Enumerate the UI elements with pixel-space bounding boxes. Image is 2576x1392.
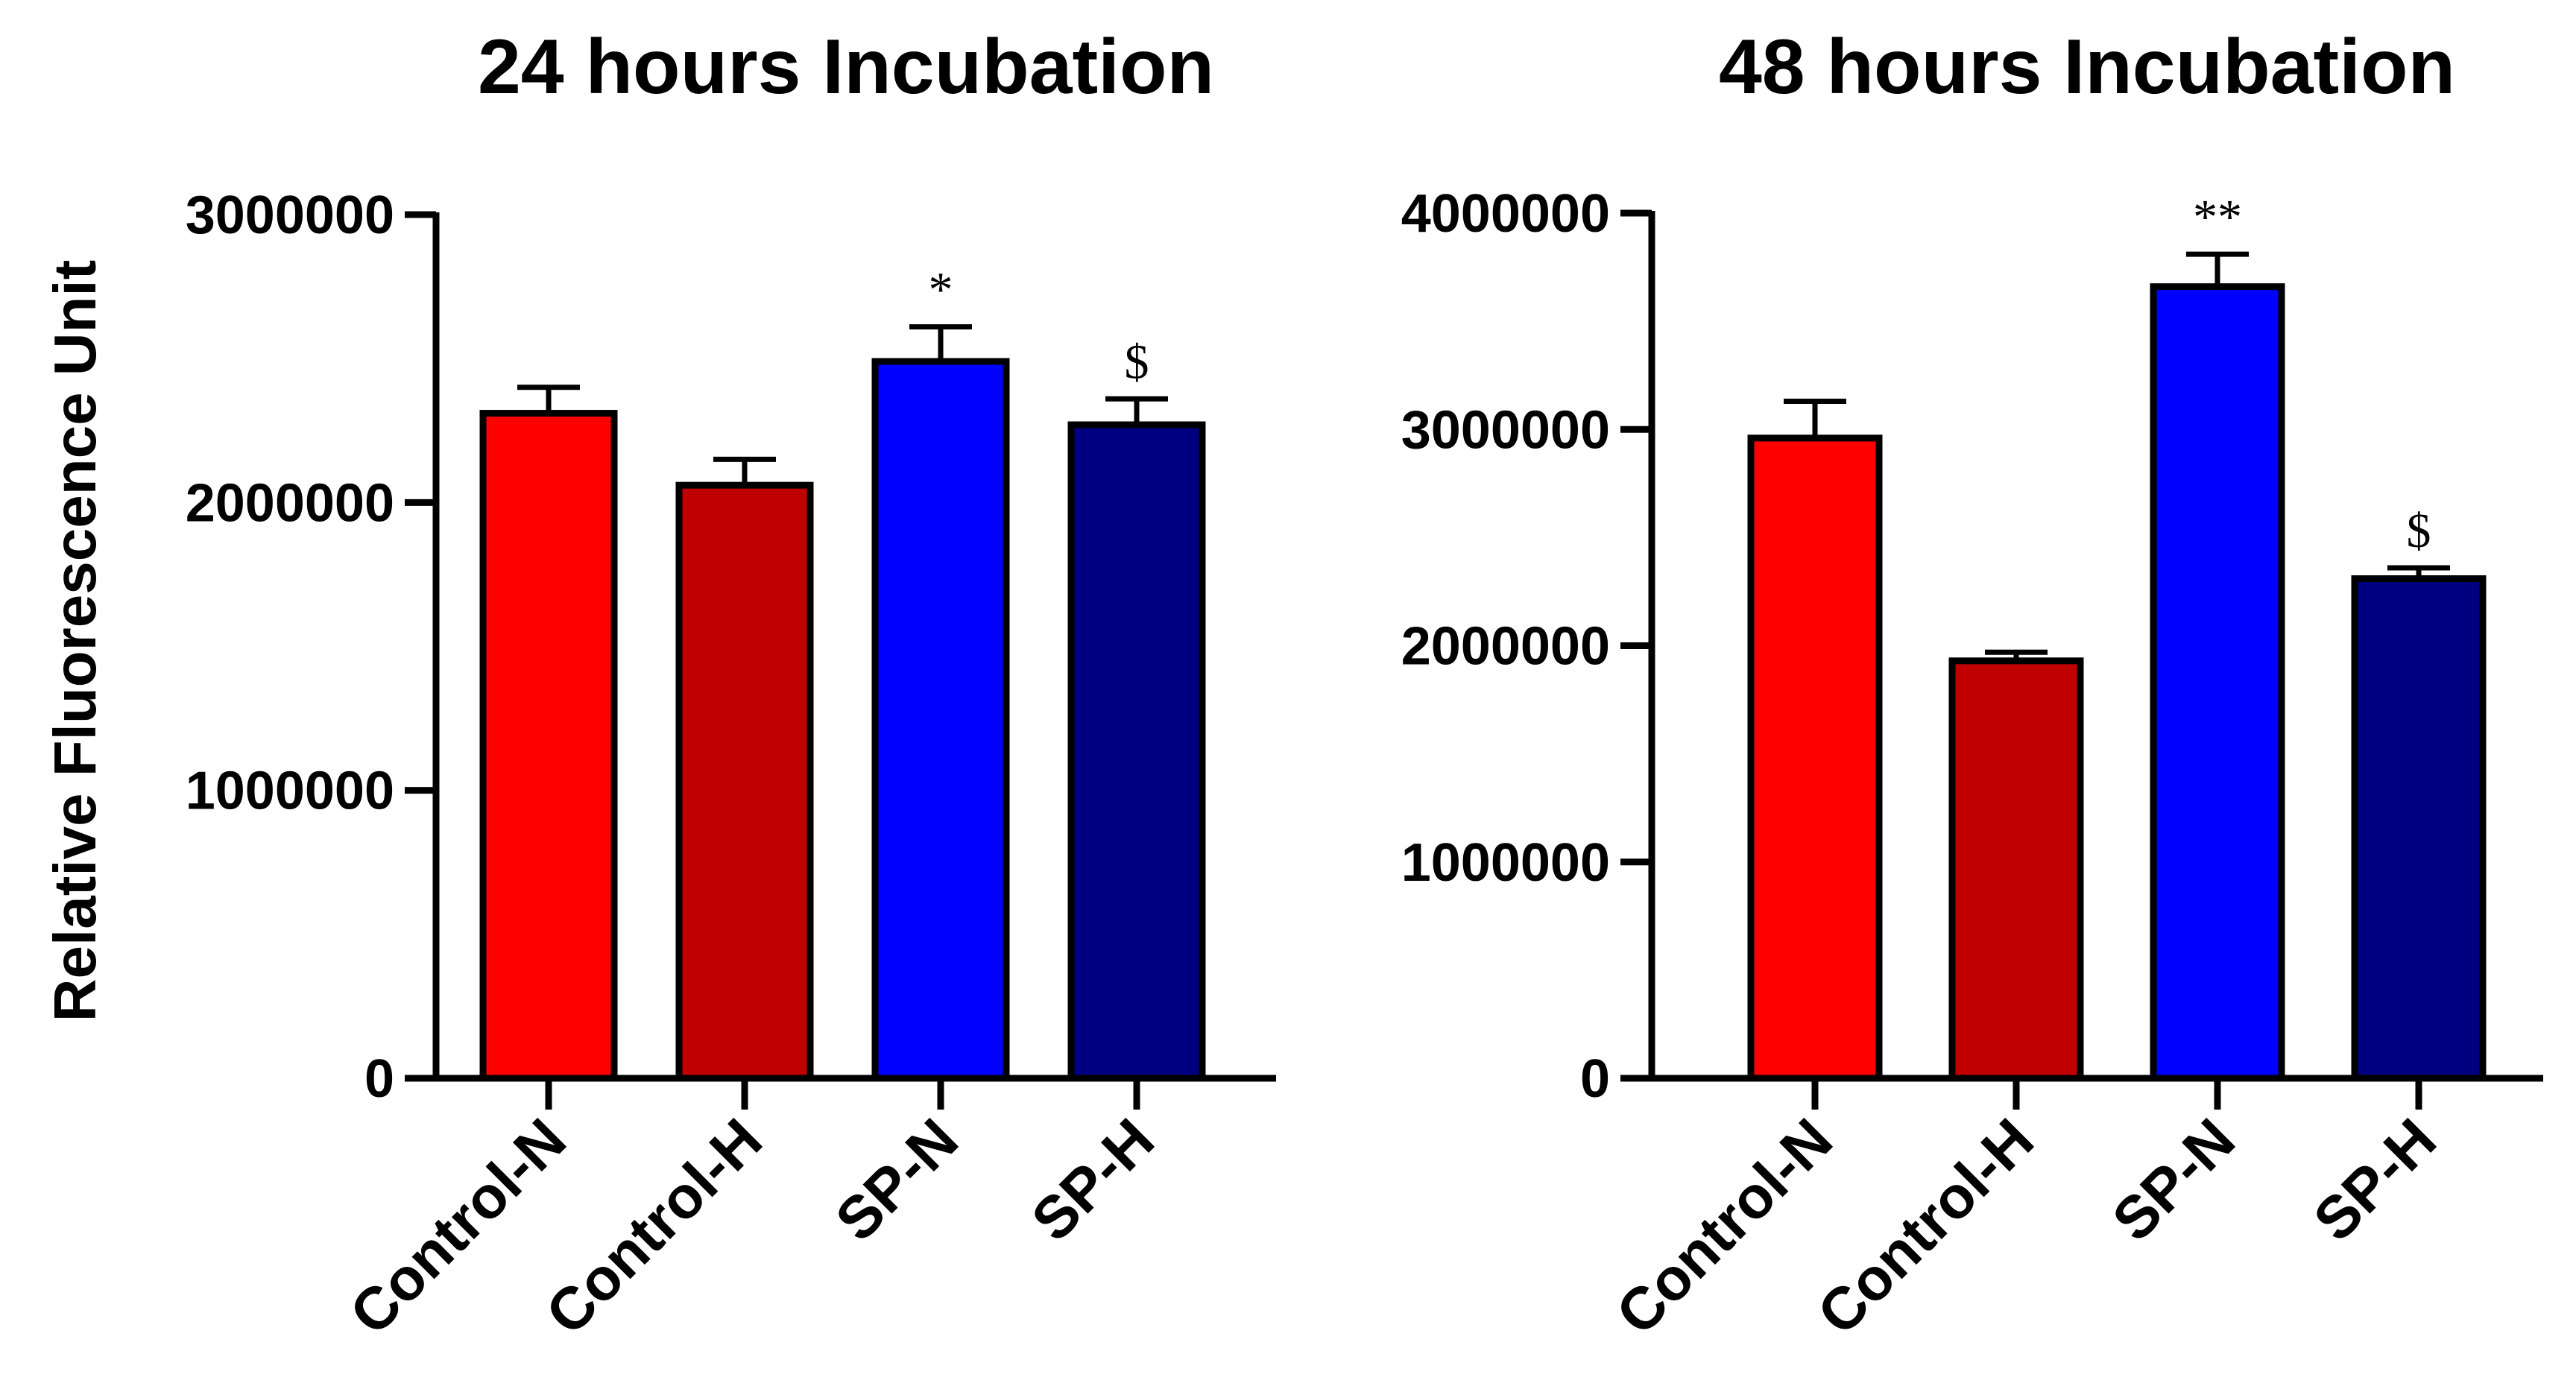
bar-sp-h — [2351, 575, 2487, 1082]
y-tick-label: 3000000 — [186, 186, 394, 245]
x-tick-label: Control-N — [337, 1106, 578, 1347]
x-tick-label: SP-N — [2100, 1106, 2247, 1253]
significance-marker: $ — [1125, 335, 1149, 389]
significance-marker: * — [929, 263, 953, 317]
y-tick-label: 4000000 — [1401, 184, 1610, 244]
bar-control-h — [1948, 657, 2084, 1082]
significance-marker: $ — [2407, 504, 2431, 558]
x-tick-label: Control-H — [533, 1106, 774, 1347]
chart-panel-24h: 24 hours Incubation Relative Fluorescenc… — [42, 24, 1276, 1347]
bar-control-h — [675, 481, 814, 1082]
y-axis-label: Relative Fluorescence Unit — [42, 260, 108, 1022]
y-tick-label: 2000000 — [186, 473, 394, 533]
x-tick-label: SP-H — [1019, 1106, 1167, 1253]
y-tick-label: 1000000 — [1401, 833, 1610, 893]
bar-control-n — [479, 410, 618, 1082]
x-tick-label: SP-H — [2301, 1106, 2449, 1253]
bar-control-n — [1747, 434, 1883, 1082]
y-tick-label: 0 — [364, 1049, 394, 1109]
chart-title: 24 hours Incubation — [478, 24, 1214, 110]
x-tick-label: Control-N — [1603, 1106, 1845, 1347]
bar-sp-h — [1067, 421, 1206, 1082]
x-tick-label: Control-H — [1805, 1106, 2046, 1347]
y-tick-label: 3000000 — [1401, 400, 1610, 460]
y-tick-label: 2000000 — [1401, 617, 1610, 677]
y-tick-label: 0 — [1580, 1049, 1610, 1109]
chart-title: 48 hours Incubation — [1719, 24, 2455, 110]
significance-marker: ** — [2193, 190, 2242, 244]
y-tick-label: 1000000 — [186, 762, 394, 821]
x-tick-label: SP-N — [823, 1106, 970, 1253]
chart-panel-48h: 48 hours Incubation 0 1000000 2000000 30000… — [1401, 24, 2543, 1347]
bar-sp-n — [871, 358, 1010, 1082]
bar-sp-n — [2150, 283, 2285, 1082]
